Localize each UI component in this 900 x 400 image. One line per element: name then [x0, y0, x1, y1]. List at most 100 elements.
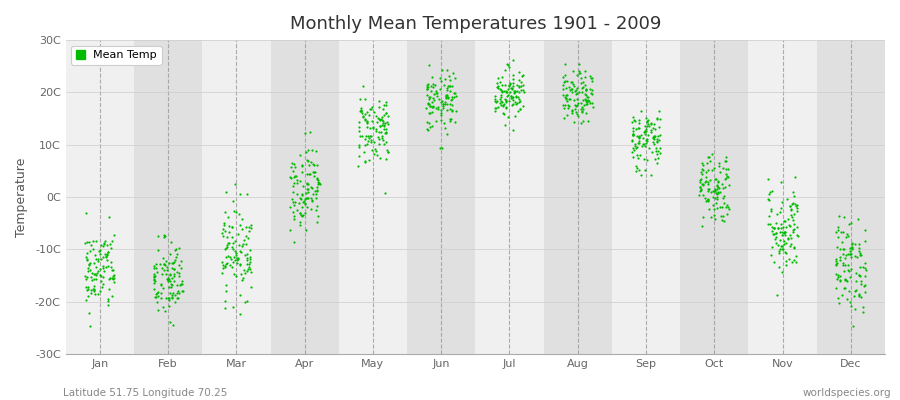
- Point: [767, 231, 781, 237]
- Point: [167, 257, 182, 264]
- Point: [169, 254, 184, 260]
- Point: [445, 107, 459, 113]
- Point: [505, 72, 519, 78]
- Point: [97, 241, 112, 247]
- Point: [166, 259, 181, 265]
- Point: [362, 135, 376, 141]
- Point: [425, 99, 439, 105]
- Point: [380, 147, 394, 153]
- Point: [556, 82, 571, 88]
- Point: [829, 270, 843, 277]
- Point: [780, 195, 795, 202]
- Point: [719, 202, 733, 209]
- Point: [721, 204, 735, 210]
- Point: [650, 136, 664, 142]
- Point: [501, 62, 516, 68]
- Point: [705, 151, 719, 157]
- Point: [364, 147, 379, 153]
- Point: [858, 273, 872, 279]
- Point: [436, 105, 450, 112]
- Point: [147, 270, 161, 277]
- Point: [837, 214, 851, 221]
- Point: [765, 224, 779, 230]
- Point: [155, 264, 169, 271]
- Point: [225, 224, 239, 230]
- Point: [852, 248, 867, 254]
- Point: [373, 117, 387, 124]
- Point: [854, 294, 868, 300]
- Point: [238, 252, 252, 258]
- Point: [301, 186, 315, 192]
- Point: [844, 254, 859, 260]
- Point: [715, 204, 729, 210]
- Point: [228, 238, 242, 244]
- Point: [571, 90, 585, 96]
- Point: [842, 251, 857, 257]
- Point: [760, 220, 775, 227]
- Point: [774, 205, 788, 211]
- Point: [846, 323, 860, 330]
- Point: [299, 195, 313, 201]
- Point: [374, 129, 388, 136]
- Point: [570, 85, 584, 91]
- Point: [717, 192, 732, 199]
- Point: [419, 82, 434, 88]
- Point: [153, 282, 167, 288]
- Point: [435, 67, 449, 74]
- Point: [636, 128, 651, 135]
- Point: [499, 88, 513, 94]
- Point: [160, 277, 175, 284]
- Point: [767, 258, 781, 265]
- Point: [640, 136, 654, 142]
- Point: [628, 143, 643, 150]
- Point: [241, 224, 256, 231]
- Point: [511, 108, 526, 114]
- Point: [443, 118, 457, 124]
- Point: [226, 259, 240, 266]
- Point: [298, 201, 312, 208]
- Point: [787, 221, 801, 227]
- Point: [235, 241, 249, 247]
- Point: [99, 264, 113, 270]
- Point: [225, 224, 239, 230]
- Point: [626, 154, 641, 160]
- Point: [233, 311, 248, 317]
- Point: [637, 128, 652, 134]
- Point: [290, 207, 304, 213]
- Point: [626, 130, 640, 137]
- Point: [298, 130, 312, 136]
- Point: [220, 242, 234, 249]
- Point: [517, 89, 531, 96]
- Point: [434, 117, 448, 124]
- Point: [438, 98, 453, 105]
- Point: [710, 178, 724, 184]
- Point: [698, 198, 713, 205]
- Point: [774, 179, 788, 185]
- Point: [287, 180, 302, 186]
- Point: [638, 115, 652, 121]
- Y-axis label: Temperature: Temperature: [15, 158, 28, 237]
- Point: [576, 79, 590, 85]
- Point: [772, 209, 787, 215]
- Point: [440, 82, 454, 89]
- Point: [786, 217, 800, 223]
- Point: [831, 272, 845, 278]
- Bar: [749, 40, 816, 354]
- Point: [560, 78, 574, 84]
- Point: [294, 163, 309, 169]
- Point: [556, 101, 571, 108]
- Point: [429, 118, 444, 124]
- Point: [843, 248, 858, 255]
- Point: [513, 105, 527, 112]
- Point: [626, 144, 640, 151]
- Point: [381, 148, 395, 155]
- Point: [152, 261, 166, 268]
- Point: [772, 246, 787, 252]
- Point: [364, 132, 378, 139]
- Point: [367, 109, 382, 115]
- Point: [95, 243, 110, 249]
- Point: [294, 162, 309, 168]
- Point: [147, 265, 161, 272]
- Point: [776, 224, 790, 230]
- Point: [101, 249, 115, 255]
